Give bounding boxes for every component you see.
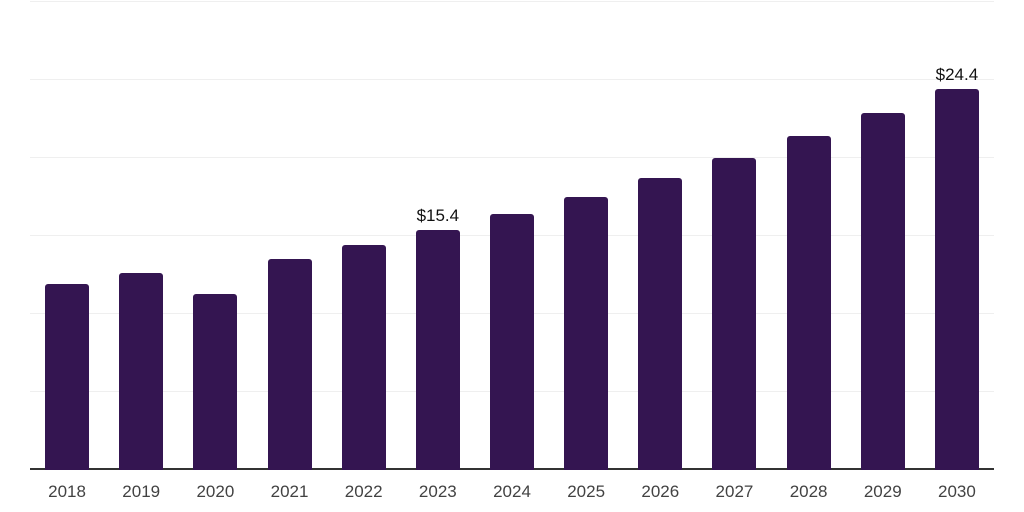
bar bbox=[490, 214, 534, 470]
bar bbox=[341, 245, 386, 470]
bar bbox=[934, 89, 979, 470]
bar bbox=[786, 136, 831, 470]
bar bbox=[860, 112, 905, 470]
x-tick-label: 2021 bbox=[270, 482, 309, 501]
x-tick-label: 2030 bbox=[938, 482, 976, 501]
bar bbox=[638, 178, 683, 470]
x-tick-label: 2022 bbox=[344, 482, 383, 501]
x-tick-label: 2018 bbox=[48, 482, 86, 501]
x-tick-label: 2024 bbox=[493, 482, 531, 501]
bar bbox=[712, 158, 757, 470]
gridline bbox=[30, 1, 994, 2]
x-tick-label: 2023 bbox=[418, 482, 457, 501]
x-tick-label: 2027 bbox=[715, 482, 754, 501]
bar bbox=[415, 229, 460, 470]
bar bbox=[193, 293, 238, 470]
bar bbox=[45, 284, 90, 470]
x-tick-label: 2020 bbox=[196, 482, 235, 501]
gridline bbox=[30, 157, 994, 158]
plot-area: 2018 2019 2020 2021 2022 $15.4 2023 2024 2025 202… bbox=[30, 1, 994, 501]
bar-value-label: $24.4 bbox=[935, 65, 979, 85]
bar-value-label: $15.4 bbox=[416, 205, 460, 225]
bar bbox=[119, 273, 164, 470]
x-tick-label: 2029 bbox=[863, 482, 902, 501]
gridline bbox=[30, 79, 994, 80]
bar bbox=[267, 259, 312, 470]
bar bbox=[564, 197, 609, 470]
x-tick-label: 2026 bbox=[641, 482, 680, 501]
x-tick-label: 2019 bbox=[122, 482, 161, 501]
x-tick-label: 2028 bbox=[789, 482, 828, 501]
x-tick-label: 2025 bbox=[567, 482, 606, 501]
